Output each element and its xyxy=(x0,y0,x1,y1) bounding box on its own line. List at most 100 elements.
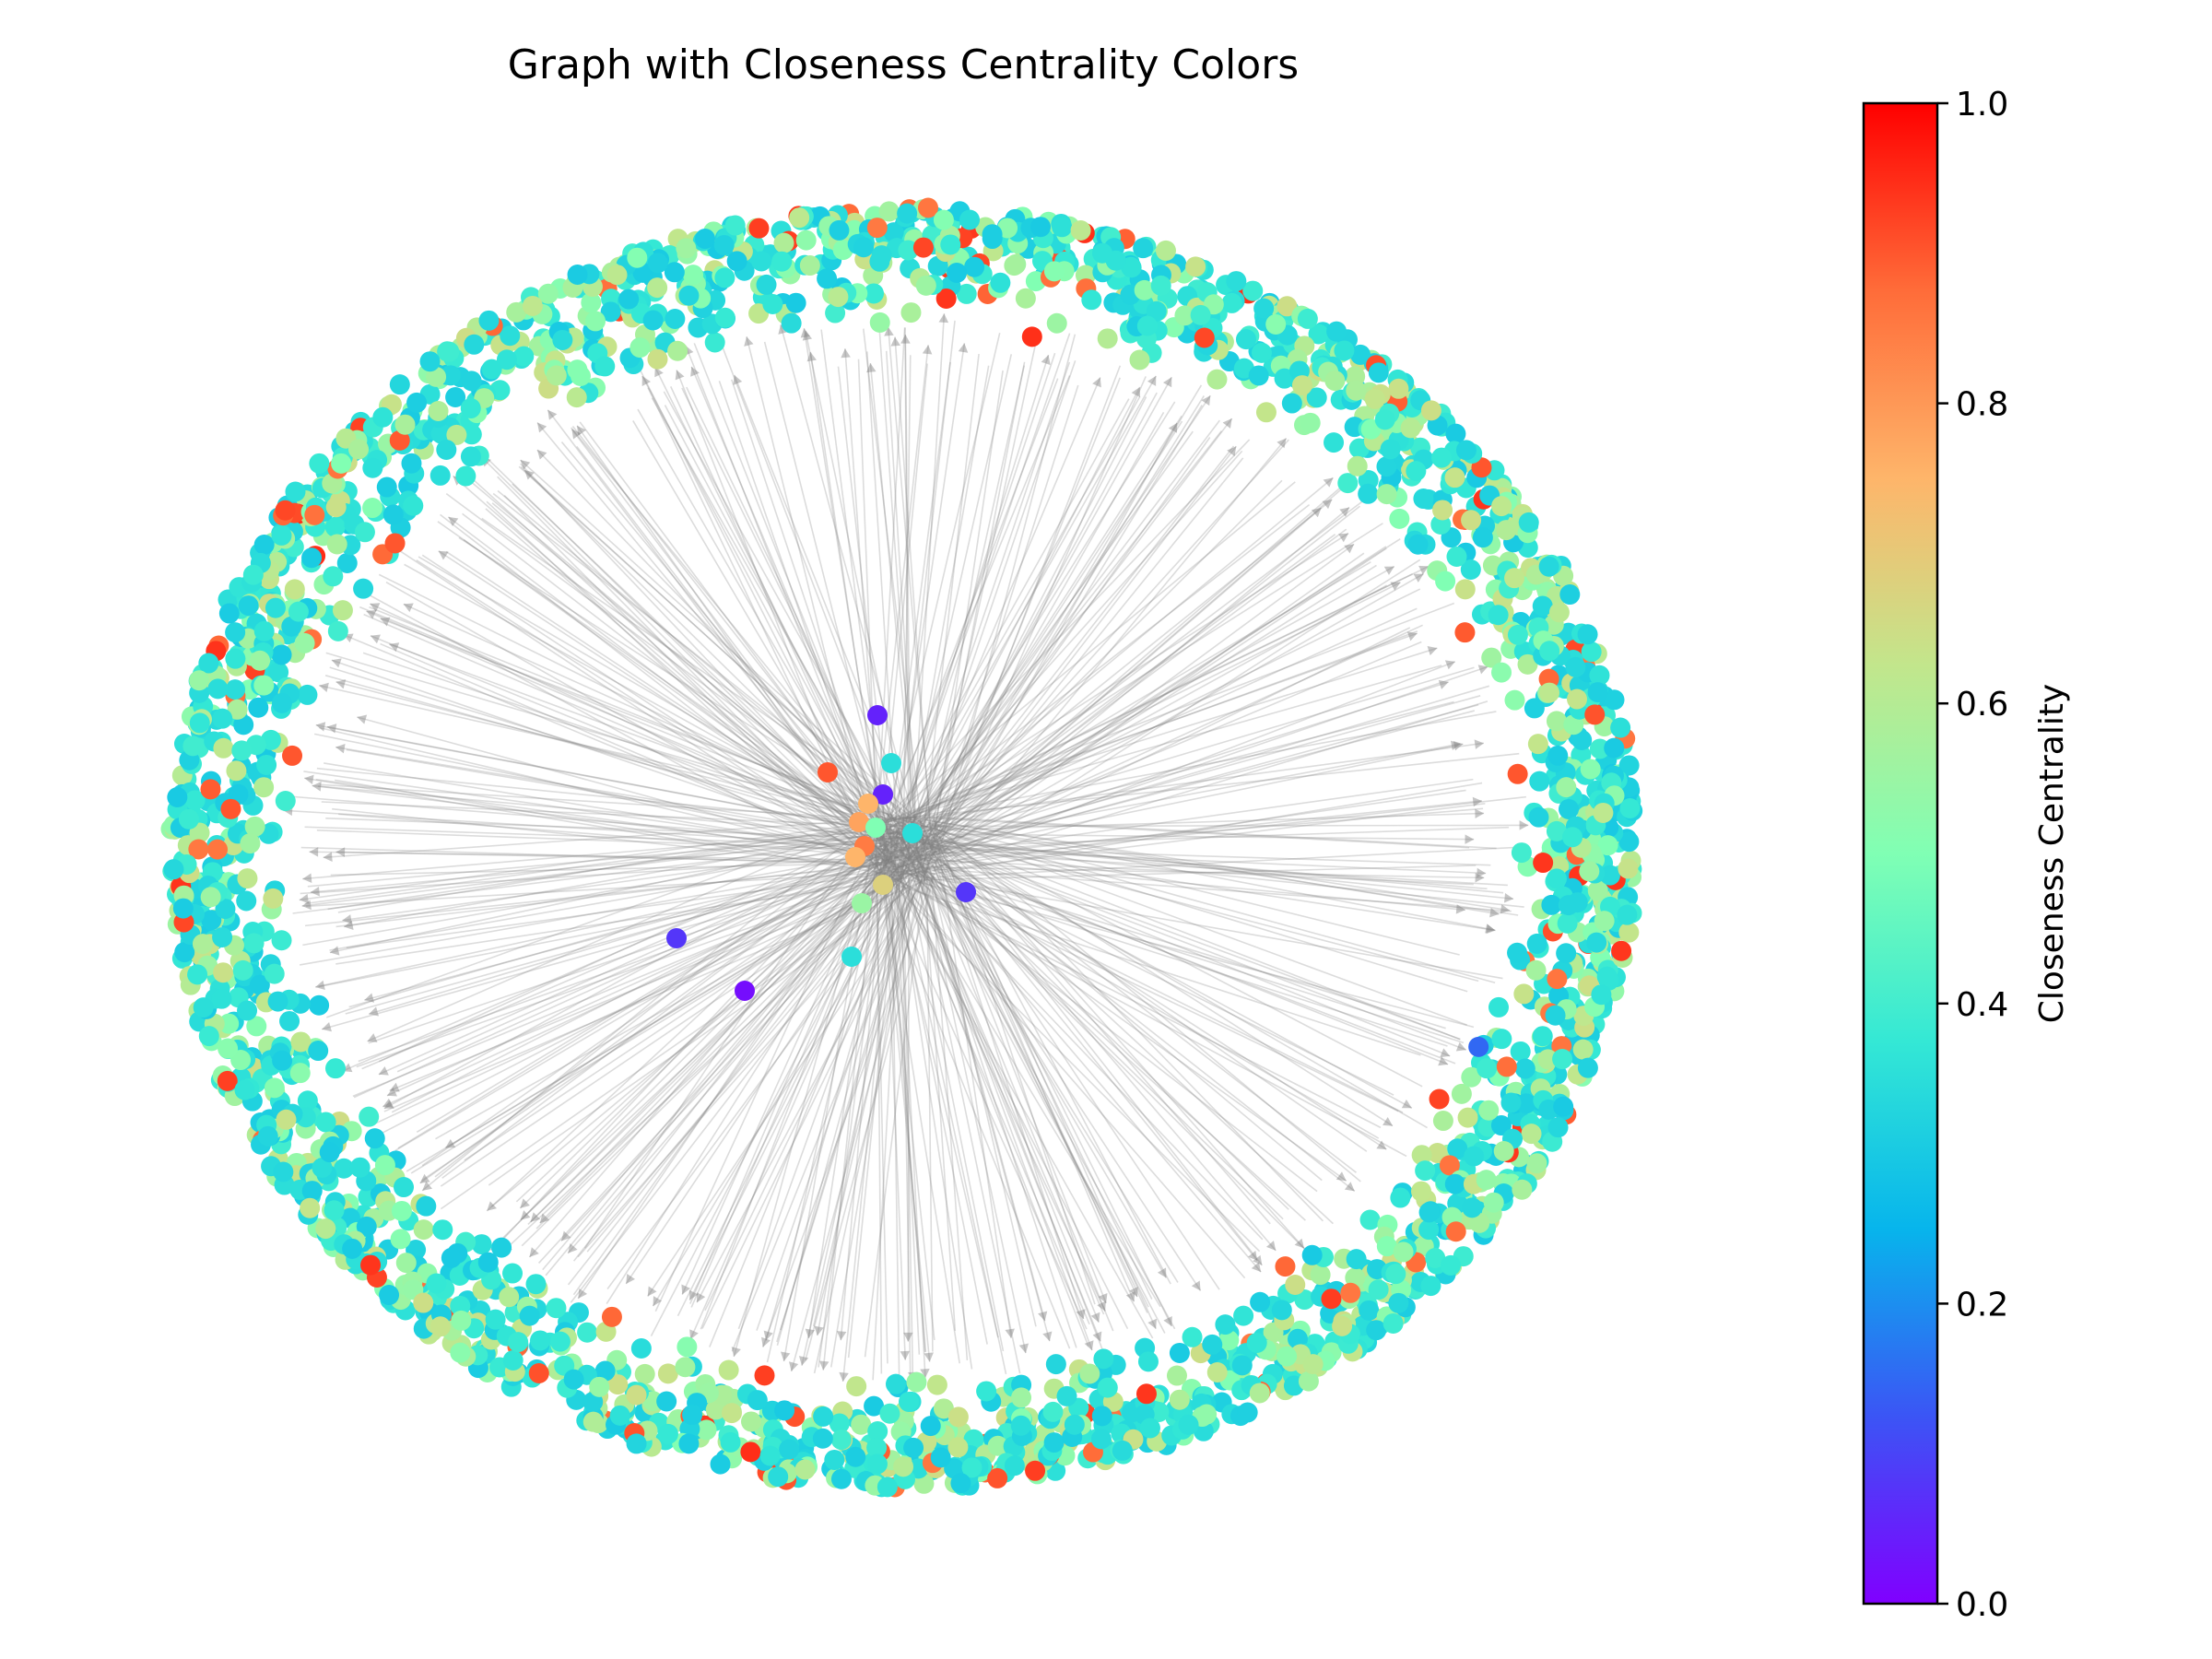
graph-edge xyxy=(920,847,1487,875)
edge-arrowhead xyxy=(1477,665,1488,675)
graph-edge xyxy=(841,816,901,1382)
ring-node xyxy=(618,288,640,310)
edge-arrowhead xyxy=(1390,582,1401,591)
graph-edge xyxy=(370,603,915,855)
ring-node xyxy=(289,1063,311,1084)
graph-edge xyxy=(885,350,920,873)
graph-edge xyxy=(887,333,1071,862)
notable-ring-node xyxy=(384,533,406,554)
ring-node xyxy=(1406,461,1427,482)
graph-edge xyxy=(690,366,890,839)
ring-node xyxy=(450,1295,471,1316)
graph-edge xyxy=(696,865,930,1303)
graph-edge xyxy=(877,532,1349,836)
graph-edge xyxy=(882,821,927,1352)
ring-node xyxy=(301,1181,323,1202)
graph-edge xyxy=(909,817,1046,1322)
graph-edge xyxy=(325,652,902,824)
ring-node xyxy=(1042,1401,1064,1422)
graph-edge xyxy=(647,387,884,879)
edge-arrowhead xyxy=(903,1332,913,1342)
ring-node xyxy=(364,1128,385,1149)
ring-node xyxy=(1380,439,1401,460)
ring-node xyxy=(1510,1041,1531,1062)
ring-node xyxy=(315,1112,336,1133)
ring-node xyxy=(1580,759,1601,780)
edge-arrowhead xyxy=(331,658,342,668)
ring-node xyxy=(1441,1254,1462,1276)
ring-node xyxy=(1202,1334,1223,1355)
ring-node xyxy=(1444,1173,1465,1194)
graph-edge xyxy=(572,842,900,1296)
ring-node xyxy=(1300,412,1321,433)
ring-node xyxy=(1618,922,1640,943)
ring-node xyxy=(906,1371,927,1393)
edge-arrowhead xyxy=(524,470,535,480)
ring-node xyxy=(1455,440,1477,461)
edge-arrowhead xyxy=(403,603,414,613)
ring-node xyxy=(234,1079,255,1100)
ring-node xyxy=(1525,959,1547,981)
notable-ring-node xyxy=(1275,1256,1296,1277)
graph-edge xyxy=(445,550,926,868)
ring-node xyxy=(667,340,688,361)
graph-edge xyxy=(930,370,1004,856)
ring-node xyxy=(899,1391,920,1412)
ring-node xyxy=(1491,1029,1512,1050)
ring-node xyxy=(1610,717,1631,738)
ring-node xyxy=(1010,1415,1031,1436)
graph-edge xyxy=(904,334,912,828)
ring-node xyxy=(718,1359,739,1381)
graph-edge xyxy=(315,778,874,857)
graph-edge xyxy=(872,816,904,1381)
central-node xyxy=(852,893,872,913)
ring-node xyxy=(606,265,628,286)
graph-edge xyxy=(319,684,913,820)
graph-edge xyxy=(885,395,1141,844)
edge-arrowhead xyxy=(1041,355,1051,365)
ring-node xyxy=(440,365,461,386)
ring-node xyxy=(740,1411,761,1432)
ring-node xyxy=(1133,238,1154,259)
graph-edge xyxy=(912,313,946,830)
graph-edge xyxy=(887,874,1407,1158)
ring-node xyxy=(1368,1279,1389,1300)
ring-node xyxy=(987,1467,1008,1488)
ring-node xyxy=(1413,488,1434,510)
edge-arrowhead xyxy=(1157,1267,1167,1278)
graph-edge xyxy=(889,822,900,1382)
ring-node xyxy=(1288,1328,1309,1349)
edge-arrowhead xyxy=(335,679,347,689)
graph-edge xyxy=(904,861,1005,1352)
ring-node xyxy=(982,229,1003,250)
ring-node xyxy=(1358,483,1379,504)
graph-edge xyxy=(911,630,1418,817)
ring-node xyxy=(246,1016,267,1037)
graph-edge xyxy=(913,816,1470,849)
ring-node xyxy=(1221,292,1242,313)
graph-edge xyxy=(731,379,890,854)
ring-node xyxy=(231,740,253,761)
graph-edge xyxy=(909,543,1355,872)
ring-node xyxy=(1301,1244,1323,1265)
graph-edge xyxy=(915,743,1461,847)
graph-edge xyxy=(883,361,951,877)
ring-node xyxy=(342,1238,363,1259)
ring-node xyxy=(189,712,210,734)
ring-node xyxy=(1043,261,1065,282)
graph-edge xyxy=(906,552,1365,877)
edge-arrowhead xyxy=(1248,1250,1258,1261)
ring-node xyxy=(1618,755,1640,776)
graph-edge xyxy=(917,564,1377,855)
ring-node xyxy=(1382,1312,1404,1334)
colorbar-tick-label: 0.4 xyxy=(1956,986,2008,1024)
ring-node xyxy=(264,963,285,984)
graph-edge xyxy=(803,327,890,877)
edge-arrowhead xyxy=(1472,796,1482,807)
graph-edge xyxy=(883,846,907,1360)
edge-arrowhead xyxy=(884,326,894,336)
graph-edge xyxy=(922,866,1311,1254)
graph-edge xyxy=(917,505,1360,854)
graph-edge xyxy=(874,481,1296,831)
graph-edge xyxy=(877,375,1071,842)
